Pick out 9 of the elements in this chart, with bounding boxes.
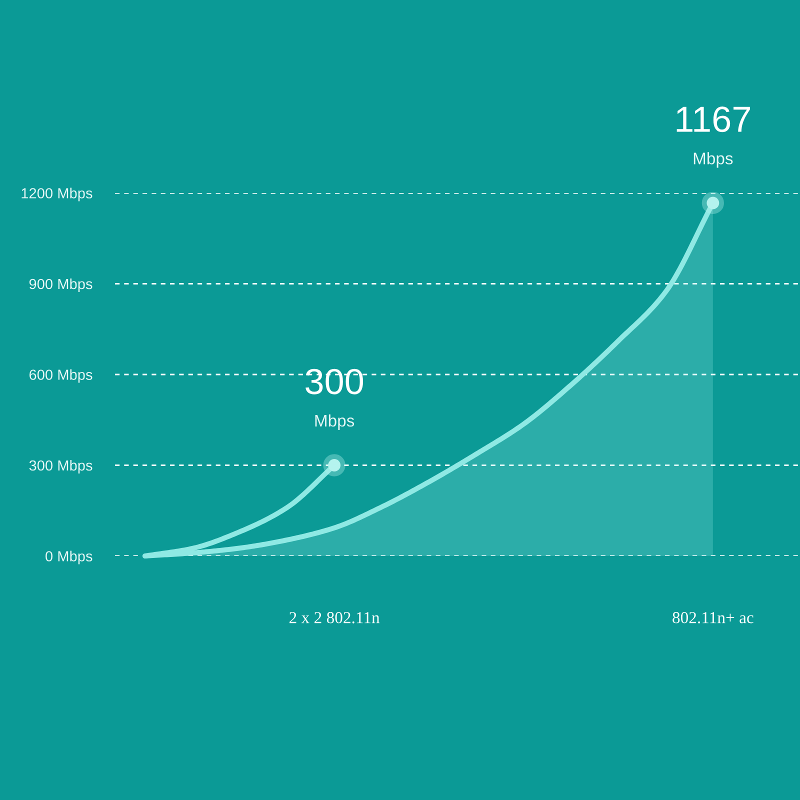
data-label: 1167 Mbps <box>676 106 750 168</box>
y-tick-label: 600 Mbps <box>29 369 92 383</box>
x-tick-label: 802.11n+ ac <box>672 612 754 624</box>
y-tick-label: 0 Mbps <box>46 550 92 564</box>
y-tick-label: 300 Mbps <box>29 460 92 474</box>
x-tick-label: 2 x 2 802.11n <box>290 612 380 624</box>
data-label: 300 Mbps <box>306 368 364 430</box>
y-tick-label: 1200 Mbps <box>22 188 92 202</box>
y-tick-label: 900 Mbps <box>29 278 92 292</box>
